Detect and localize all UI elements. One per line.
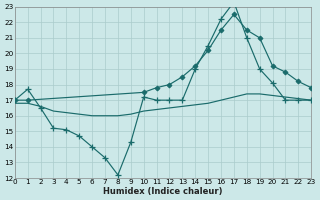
X-axis label: Humidex (Indice chaleur): Humidex (Indice chaleur) xyxy=(103,187,223,196)
